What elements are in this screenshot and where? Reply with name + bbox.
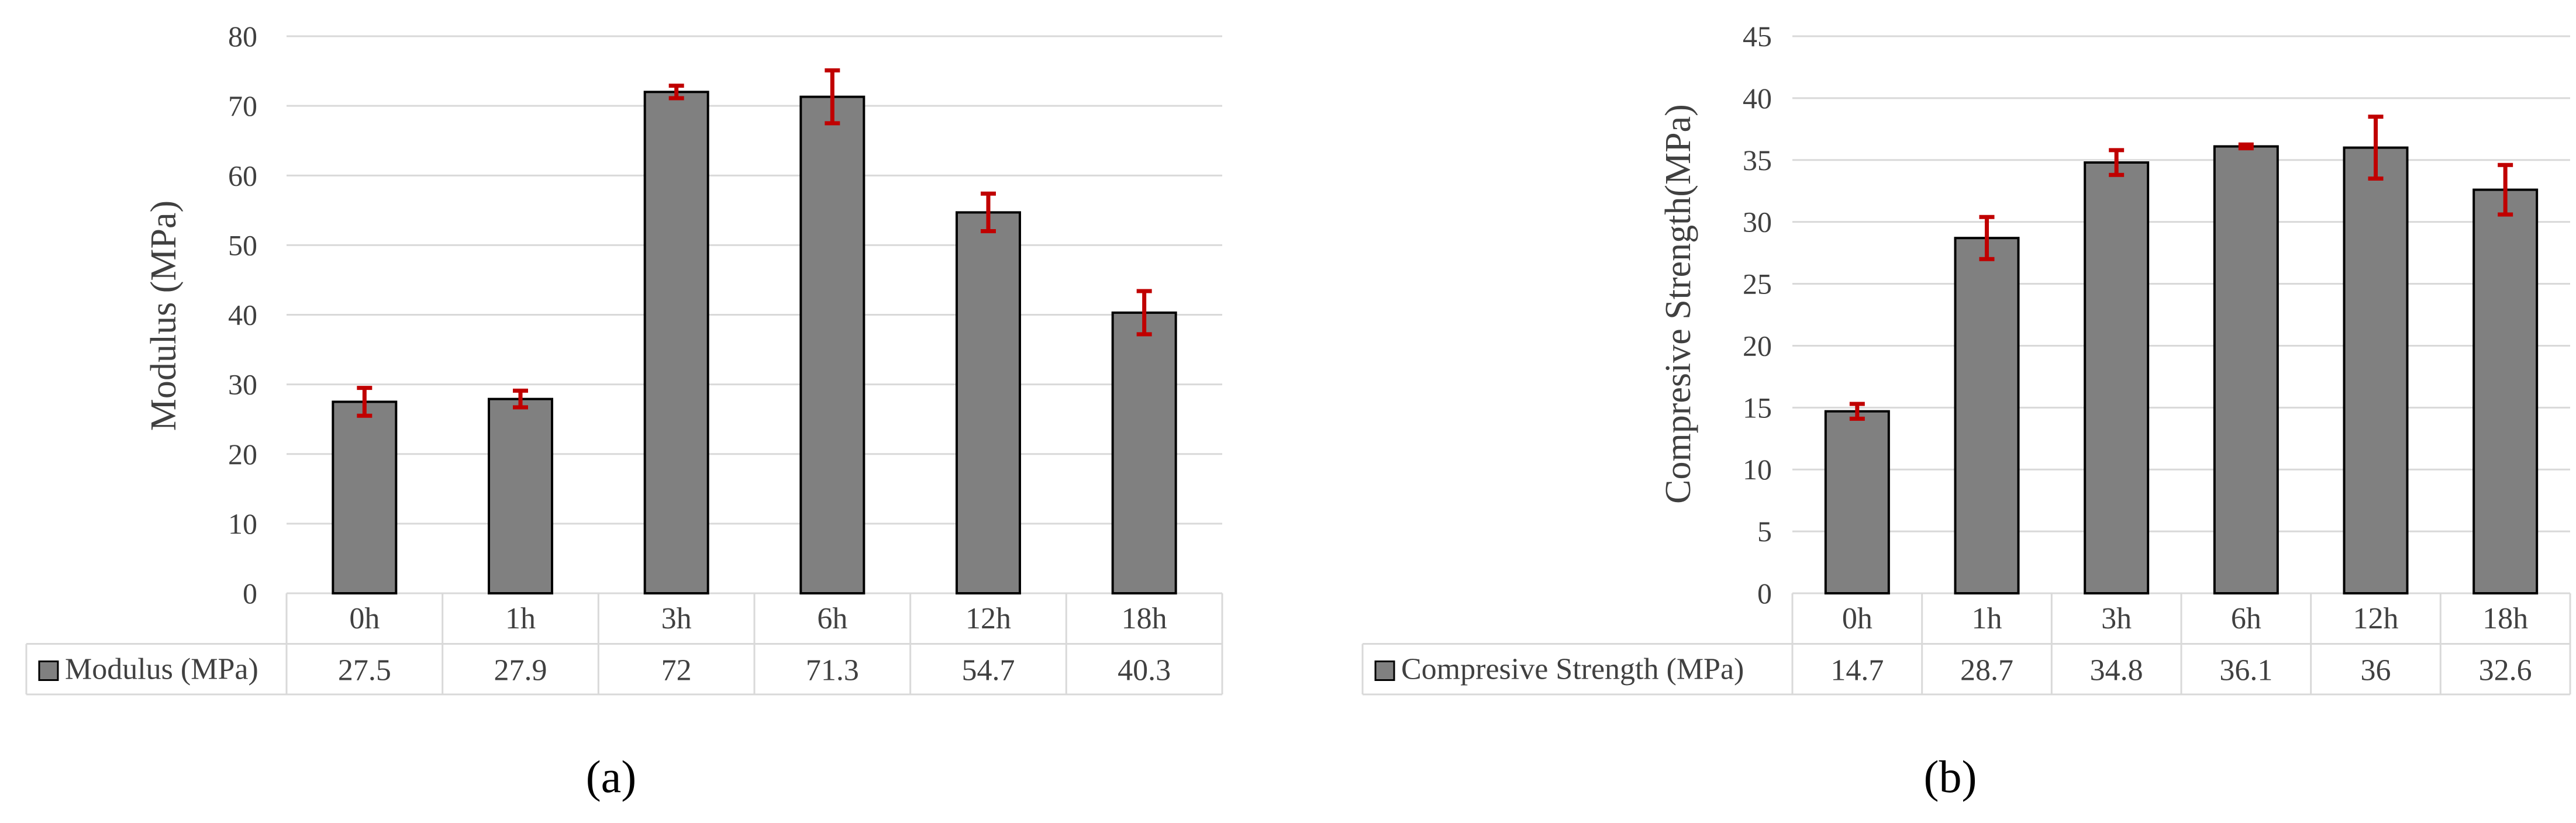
chart-b-bar-6h [2213,145,2279,594]
chart-b-y-tick-label: 45 [1743,20,1772,53]
chart-a-gridlines [287,35,1222,594]
chart-b-x-tick-label: 6h [2231,602,2261,635]
chart-b-bar-3h [2084,161,2150,595]
chart-b-error-bar-12h [2368,115,2384,181]
chart-a-y-axis-title: Modulus (MPa) [144,200,184,431]
chart-b-caption: (b) [1924,751,1977,802]
chart-b-data-label: 32.6 [2479,654,2532,687]
chart-a-caption: (a) [586,751,637,802]
chart-b-bars [1824,115,2539,595]
chart-b-y-tick-label: 25 [1743,268,1772,300]
chart-a-error-bar-18h [1136,289,1152,337]
chart-a-data-label: 72 [661,654,692,687]
chart-b-data-label: 34.8 [2090,654,2143,687]
chart-a-y-tick-label: 0 [243,577,257,610]
chart-b-y-tick-label: 5 [1757,515,1772,548]
chart-b-y-tick-label: 30 [1743,206,1772,238]
chart-a-y-tick-label: 70 [228,89,257,122]
chart-a-error-bar-0h [357,386,373,418]
chart-b-x-tick-label: 12h [2353,602,2399,635]
chart-b-gridlines [1792,35,2570,594]
chart-b-x-tick-label: 3h [2101,602,2132,635]
chart-b-legend-swatch [1374,661,1395,681]
chart-b-y-tick-label: 40 [1743,82,1772,115]
chart-a-x-tick-label: 18h [1122,602,1167,635]
chart-a-x-tick-label: 6h [817,602,847,635]
chart-a-bar-12h [956,211,1021,595]
chart-a-y-tick-label: 80 [228,20,257,53]
chart-a-data-table: Modulus (MPa) 0h 27.5 1h 27.9 3h 72 6h 71.3 12h 54… [25,593,1223,696]
chart-a-x-tick-label: 1h [505,602,536,635]
chart-b-x-tick-label: 0h [1842,602,1872,635]
chart-b-data-label: 36 [2361,654,2391,687]
chart-b-y-tick-label: 0 [1757,577,1772,610]
chart-a-error-bar-1h [513,388,528,410]
chart-a-y-tick-label: 10 [228,507,257,540]
chart-a-x-tick-label: 3h [661,602,692,635]
chart-a-error-bar-12h [981,191,996,234]
chart-b-bar-18h [2472,188,2539,594]
chart-b-bar-0h [1824,410,1890,594]
chart-b-error-bar-0h [1849,402,1865,421]
chart-b-error-bar-3h [2109,148,2125,177]
chart-b-y-axis-title: Compresive Strength(MPa) [1658,104,1698,504]
chart-a-y-tick-label: 20 [228,438,257,471]
chart-a-legend-label: Modulus (MPa) [65,653,258,686]
chart-a-data-label: 71.3 [806,654,859,687]
chart-b-x-tick-label: 1h [1972,602,2002,635]
chart-b-y-tick-label: 10 [1743,453,1772,486]
chart-b-bar-1h [1954,237,2020,595]
chart-a-error-bar-6h [825,68,840,126]
chart-b-y-ticks: 0 5 10 15 20 25 30 35 40 45 [1743,20,1772,610]
chart-a-data-label: 40.3 [1118,654,1171,687]
chart-b-y-tick-label: 15 [1743,391,1772,424]
chart-b-error-bar-1h [1979,215,1995,261]
chart-b-x-tick-label: 18h [2482,602,2528,635]
chart-a-bars [332,68,1177,595]
chart-a-bar-1h [488,397,553,594]
chart-b-error-bar-6h [2238,142,2254,151]
chart-a-y-tick-label: 40 [228,299,257,331]
chart-b-data-table: Compresive Strength (MPa) 0h 14.7 1h 28.7 3h 3… [1361,593,2571,696]
chart-a-bar-6h [799,95,865,595]
chart-a-y-tick-label: 60 [228,159,257,192]
chart-b-y-tick-label: 20 [1743,329,1772,362]
chart-b-legend-label: Compresive Strength (MPa) [1401,653,1744,686]
chart-panel-b: 0 5 10 15 20 25 30 35 40 45 Compresive Strength (… [1361,20,2571,802]
chart-a-error-bar-3h [668,84,684,101]
chart-b-data-label: 36.1 [2219,654,2272,687]
chart-a-legend-swatch [38,661,59,681]
chart-a-data-label: 27.5 [338,654,391,687]
chart-b-bar-12h [2343,146,2409,595]
chart-b-data-label: 28.7 [1960,654,2013,687]
chart-a-x-tick-label: 12h [965,602,1011,635]
chart-b-error-bar-18h [2498,162,2513,217]
chart-a-bar-0h [332,400,398,594]
chart-a-bar-3h [643,91,709,595]
chart-a-x-tick-label: 0h [349,602,380,635]
chart-b-data-label: 14.7 [1830,654,1884,687]
chart-a-bar-18h [1111,311,1177,595]
chart-a-data-label: 54.7 [962,654,1015,687]
chart-a-y-ticks: 0 10 20 30 40 50 60 70 80 [228,20,257,610]
chart-a-data-label: 27.9 [494,654,547,687]
chart-panel-a: 0 10 20 30 40 50 60 70 80 Modulus (MPa) 0h 27.5 1h 2… [25,20,1223,802]
chart-a-y-tick-label: 30 [228,368,257,401]
chart-b-y-tick-label: 35 [1743,144,1772,177]
chart-a-y-tick-label: 50 [228,229,257,261]
